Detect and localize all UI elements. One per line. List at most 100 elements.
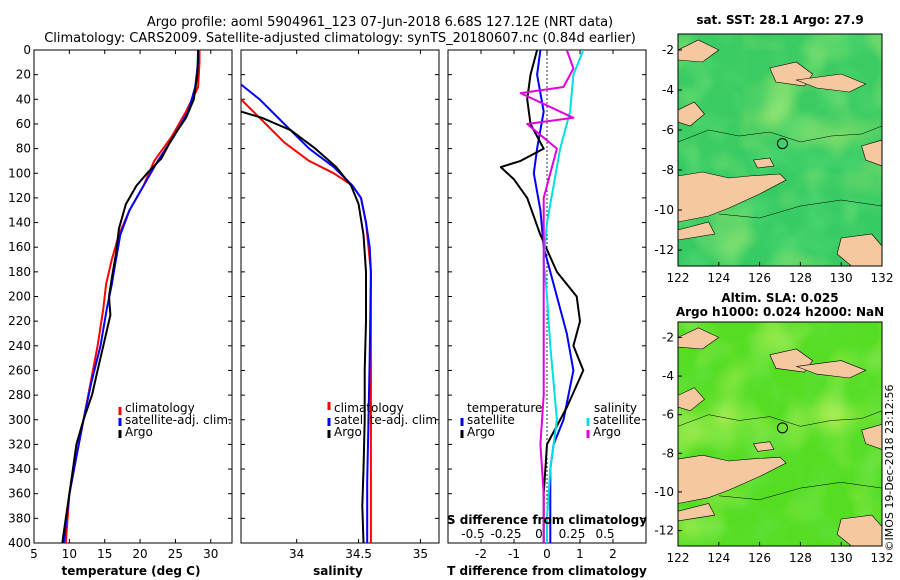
land-polygon [796,360,867,379]
x-tick-label: 2 [609,547,617,561]
bathymetry-contour [678,410,882,427]
salinity-ticks: 34 34.5 35 [241,49,439,561]
map-y-tick-label: -6 [662,408,674,422]
y-tick-label: 100 [8,166,31,180]
legend-title-salinity: salinity [594,401,637,415]
y-tick-label: 20 [16,68,31,82]
legend-label-t-argo: Argo [467,425,495,439]
map-x-tick-label: 130 [830,551,853,565]
map-x-tick-label: 126 [748,551,771,565]
map-y-tick-label: -4 [662,369,674,383]
map-x-tick-label: 124 [707,271,730,285]
map-y-tick-label: -2 [662,330,674,344]
sst-land [678,39,882,266]
sst-argo-marker [776,138,788,150]
difference-legend: temperature satellite Argo salinity sate… [460,401,641,439]
y-tick-label: 0 [23,43,31,57]
sla-land [678,327,882,546]
bathymetry-contour [718,199,882,219]
land-polygon [836,514,882,546]
land-polygon [836,233,882,266]
map-y-tick-label: -2 [662,43,674,57]
legend-label-s-argo: Argo [593,425,621,439]
legend-label-satellite: satellite-adj. clim. [125,413,232,427]
map-y-tick-label: -8 [662,163,674,177]
difference-panel: -2 -1 0 1 2 T difference from climatology S … [447,49,647,578]
y-tick-label: 200 [8,290,31,304]
difference-series [499,50,585,543]
sst-map-ticks: 122 124 126 128 130 132 -2 -4 -6 -8 -10 -12 [654,43,893,285]
x-tick-label: 34 [289,547,304,561]
top-tick-label: 0.25 [559,527,586,541]
sla-map-field [678,322,882,546]
y-tick-label: 180 [8,265,31,279]
land-polygon [678,221,716,241]
series-line-argo [241,110,367,543]
sst-map-field [678,34,882,266]
series-line-argo [61,50,200,543]
sla-map-ticks: 122 124 126 128 130 132 -2 -4 -6 -8 -10 -12 [654,330,893,565]
land-polygon [753,441,775,452]
sst-map-title: sat. SST: 28.1 Argo: 27.9 [696,13,863,27]
land-polygon [678,101,705,127]
y-tick-label: 340 [8,462,31,476]
y-tick-label: 60 [16,117,31,131]
x-tick-label: 30 [203,547,218,561]
y-tick-label: 400 [8,536,31,550]
top-tick-label: 0 [535,527,543,541]
legend-label-climatology: climatology [334,401,404,415]
x-tick-label: 5 [30,547,38,561]
sla-map-frame [677,321,883,547]
y-tick-label: 80 [16,142,31,156]
x-tick-label: 10 [62,547,77,561]
sst-map-panel: sat. SST: 28.1 Argo: 27.9 122 124 126 128 13… [654,13,893,285]
map-y-tick-label: -6 [662,123,674,137]
land-polygon [678,327,720,350]
difference-top-axis-label: S difference from climatology [447,513,647,527]
temperature-legend: climatology satellite-adj. clim. Argo [118,401,232,439]
map-y-tick-label: -8 [662,446,674,460]
x-tick-label: 34.5 [345,547,372,561]
y-tick-label: 380 [8,511,31,525]
sla-argo-marker [776,422,788,434]
x-tick-label: 15 [97,547,112,561]
series-line-satellite-adj-clim- [241,83,372,543]
x-tick-label: -2 [475,547,487,561]
salinity-panel: 34 34.5 35 salinity climatology satellite-… [240,49,441,578]
y-tick-label: 160 [8,240,31,254]
bathymetry-contour [678,125,882,143]
map-y-tick-label: -4 [662,83,674,97]
map-x-tick-label: 122 [667,271,690,285]
difference-top-ticks: -0.5 -0.25 0 0.25 0.5 [461,527,614,541]
header-line-2: Climatology: CARS2009. Satellite-adjuste… [44,31,636,46]
x-tick-label: 35 [413,547,428,561]
y-tick-label: 300 [8,413,31,427]
temperature-series [61,50,201,543]
temperature-plot-frame [33,49,233,544]
top-tick-label: -0.5 [461,527,484,541]
land-polygon [678,171,787,223]
land-polygon [678,503,716,522]
map-x-tick-label: 124 [707,551,730,565]
legend-title-temperature: temperature [467,401,542,415]
sst-map-frame [677,33,883,267]
difference-xlabel: T difference from climatology [447,564,647,578]
map-x-tick-label: 132 [871,551,894,565]
land-polygon [678,387,705,412]
x-tick-label: 0 [543,547,551,561]
y-tick-label: 40 [16,92,31,106]
header-line-1: Argo profile: aoml 5904961_123 07-Jun-20… [147,15,613,30]
top-tick-label: -0.25 [490,527,521,541]
sla-map-subtitle: Argo h1000: 0.024 h2000: NaN [676,305,884,319]
map-x-tick-label: 132 [871,271,894,285]
y-tick-label: 280 [8,388,31,402]
map-x-tick-label: 130 [830,271,853,285]
x-tick-label: 1 [576,547,584,561]
salinity-legend: climatology satellite-adj. clim. Argo [327,401,441,439]
land-polygon [678,454,787,504]
land-polygon [861,423,882,450]
y-tick-label: 120 [8,191,31,205]
y-tick-label: 260 [8,363,31,377]
legend-label-satellite: satellite-adj. clim. [334,413,441,427]
copyright-text: ©IMOS 19-Dec-2018 23:12:56 [883,385,896,552]
